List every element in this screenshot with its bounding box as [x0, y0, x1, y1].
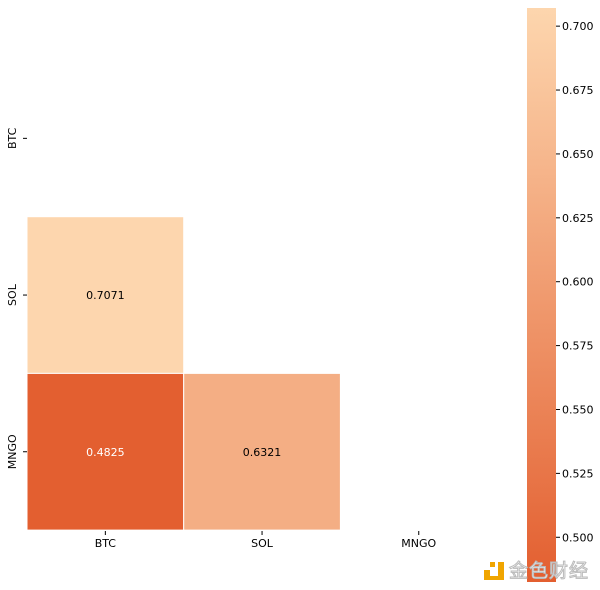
colorbar-tick-label: 0.525: [562, 467, 594, 480]
colorbar-tick-label: 0.550: [562, 403, 594, 416]
colorbar: [527, 8, 556, 582]
x-tick-label: MNGO: [401, 537, 436, 550]
colorbar-tick-label: 0.700: [562, 20, 594, 33]
y-tick-label: MNGO: [6, 434, 19, 469]
x-tick-label: SOL: [251, 537, 274, 550]
colorbar-tick-label: 0.575: [562, 340, 594, 353]
cell-label: 0.6321: [243, 446, 282, 459]
colorbar-tick-label: 0.500: [562, 531, 594, 544]
cell-label: 0.7071: [86, 289, 125, 302]
y-tick-label: BTC: [6, 127, 19, 149]
watermark-text: 金色财经: [508, 560, 590, 583]
cell-label: 0.4825: [86, 446, 125, 459]
heatmap-cell: [26, 372, 185, 531]
watermark: 金色财经: [484, 556, 589, 583]
watermark-logo-icon: [484, 560, 504, 580]
colorbar-tick-label: 0.600: [562, 276, 594, 289]
colorbar-tick-label: 0.625: [562, 212, 594, 225]
heatmap-cell: [183, 372, 341, 531]
x-tick-label: BTC: [95, 537, 117, 550]
colorbar-tick-label: 0.675: [562, 84, 594, 97]
heatmap-cell: [26, 216, 185, 374]
y-tick-label: SOL: [6, 283, 19, 306]
colorbar-tick-label: 0.650: [562, 148, 594, 161]
